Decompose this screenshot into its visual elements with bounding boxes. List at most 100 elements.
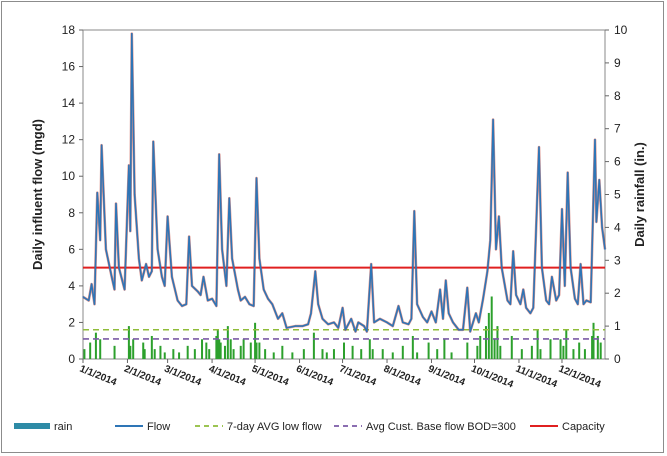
flow-point [255,177,258,179]
rain-bar [226,326,229,359]
flow-point [96,192,98,194]
flow-point [569,267,572,269]
flow-point [475,312,477,314]
flow-point [111,276,113,278]
flow-point [407,323,410,325]
y-left-axis-label: Daily influent flow (mgd) [30,119,45,270]
flow-point [548,303,550,305]
flow-point [448,312,450,314]
flow-point [498,215,500,218]
rain-bar [172,349,175,359]
rain-bar [510,335,513,359]
flow-point [416,303,418,305]
flow-point [545,299,547,302]
rain-bar [368,339,371,359]
flow-point [541,267,543,269]
flow-point [512,250,514,252]
flow-point [363,325,365,327]
rain-bar [436,349,439,359]
rain-bar [142,342,145,359]
rain-bar [321,349,324,359]
rain-bar [493,339,496,359]
rain-bar [476,345,479,359]
rain-bar [89,342,92,359]
rain-bar [302,349,305,359]
flow-point [402,321,404,324]
flow-point [123,288,126,291]
rain-bar [143,349,146,359]
flow-point [452,321,454,324]
flow-point [145,263,147,265]
flow-point [515,294,517,296]
y-right-tick-label: 7 [614,122,621,136]
rain-bar [163,352,166,359]
flow-point [131,33,133,35]
flow-point [445,279,447,282]
rain-bar [391,352,394,359]
y-right-tick-label: 0 [614,352,621,366]
rain-bar [113,345,116,359]
flow-point [561,208,563,210]
flow-point [482,298,484,300]
flow-point [93,303,96,305]
rain-bar [599,342,602,359]
flow-point [585,299,587,302]
rain-bar [411,335,414,359]
y-left-tick-label: 8 [68,206,75,220]
y-left-tick-label: 12 [62,133,76,147]
y-right-tick-label: 3 [614,253,621,267]
rain-bar [443,339,446,359]
flow-point [228,197,230,199]
flow-point [88,299,90,302]
y-right-tick-label: 10 [614,23,628,37]
flow-point [161,276,163,278]
flow-point [181,305,183,307]
flow-point [156,248,159,250]
flow-point [240,299,242,302]
flow-point [134,193,136,196]
flow-point [314,270,316,272]
rain-bar [223,345,226,359]
rain-bar [249,342,252,359]
rain-bar [520,349,523,359]
flow-point [327,323,329,325]
flow-point [354,330,357,333]
flow-point [397,305,400,307]
rain-bar [216,329,219,359]
y-right-tick-label: 6 [614,155,621,169]
flow-point [529,312,532,314]
flow-point [171,276,173,278]
rain-bar [499,345,502,359]
flow-point [221,248,223,250]
rain-bar [291,352,294,359]
flow-point [350,318,352,320]
rain-bar [559,339,562,359]
rain-bar [205,342,208,359]
rain-bar [578,342,581,359]
flow-point [538,146,540,148]
flow-point [113,288,116,291]
flow-point [590,301,592,303]
flow-point [337,327,339,329]
flow-point [128,164,130,166]
x-tick-label: 9/1/2014 [426,364,467,389]
flow-point [574,298,576,300]
y-right-tick-label: 5 [614,188,621,202]
flow-point [386,321,388,324]
rain-bar [479,335,482,359]
rain-bar [258,342,261,359]
flow-line-shadow [82,32,607,333]
flow-point [301,325,304,327]
flow-point [225,285,228,287]
rain-bar [242,339,245,359]
flow-point [519,303,521,305]
flow-point [410,318,413,320]
flow-point [197,290,199,292]
rain-bar [583,349,586,359]
flow-point [231,257,233,260]
flow-point [458,329,460,331]
flow-point [267,298,269,300]
rain-bar [592,322,595,359]
rain-bar [416,352,419,359]
